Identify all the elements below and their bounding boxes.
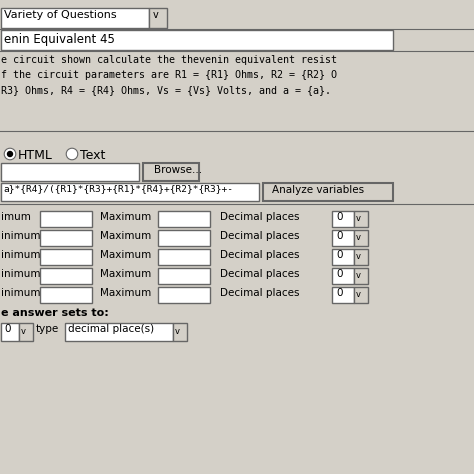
- Bar: [332, 249, 354, 265]
- Bar: [1, 30, 393, 50]
- Text: a}*{R4}/({R1}*{R3}+{R1}*{R4}+{R2}*{R3}+-: a}*{R4}/({R1}*{R3}+{R1}*{R4}+{R2}*{R3}+-: [3, 184, 233, 193]
- Text: R3} Ohms, R4 = {R4} Ohms, Vs = {Vs} Volts, and a = {a}.: R3} Ohms, R4 = {R4} Ohms, Vs = {Vs} Volt…: [1, 85, 331, 95]
- Text: Maximum: Maximum: [100, 231, 151, 241]
- Text: decimal place(s): decimal place(s): [68, 324, 154, 334]
- Bar: [1, 183, 259, 201]
- Text: Maximum: Maximum: [100, 212, 151, 222]
- Text: v: v: [356, 252, 361, 261]
- Text: v: v: [356, 290, 361, 299]
- Bar: [40, 268, 92, 284]
- Bar: [332, 268, 354, 284]
- Text: Maximum: Maximum: [100, 288, 151, 298]
- Bar: [158, 230, 210, 246]
- Text: e answer sets to:: e answer sets to:: [1, 308, 109, 318]
- Text: inimum: inimum: [1, 269, 40, 279]
- Bar: [1, 163, 139, 181]
- Text: e circuit shown calculate the thevenin equivalent resist: e circuit shown calculate the thevenin e…: [1, 55, 337, 65]
- Text: Decimal places: Decimal places: [220, 288, 300, 298]
- Text: imum: imum: [1, 212, 31, 222]
- Text: 0: 0: [336, 212, 343, 222]
- Text: enin Equivalent 45: enin Equivalent 45: [4, 33, 115, 46]
- Bar: [332, 230, 354, 246]
- Bar: [332, 211, 354, 227]
- Bar: [65, 323, 173, 341]
- Circle shape: [67, 149, 76, 158]
- Bar: [158, 249, 210, 265]
- Text: 0: 0: [336, 269, 343, 279]
- Text: inimum: inimum: [1, 250, 40, 260]
- Bar: [158, 211, 210, 227]
- Text: type: type: [36, 324, 59, 334]
- Text: 0: 0: [336, 250, 343, 260]
- Bar: [158, 268, 210, 284]
- Bar: [354, 287, 368, 303]
- Bar: [354, 268, 368, 284]
- Text: Decimal places: Decimal places: [220, 212, 300, 222]
- Text: v: v: [356, 271, 361, 280]
- Text: v: v: [356, 233, 361, 242]
- Text: inimum: inimum: [1, 231, 40, 241]
- Text: Text: Text: [80, 149, 105, 162]
- Bar: [332, 287, 354, 303]
- Bar: [1, 323, 19, 341]
- Text: Analyze variables: Analyze variables: [272, 185, 364, 195]
- Bar: [354, 249, 368, 265]
- Text: Browse...: Browse...: [154, 165, 202, 175]
- Text: v: v: [356, 214, 361, 223]
- Bar: [0, 52, 474, 130]
- Bar: [40, 230, 92, 246]
- Bar: [1, 8, 149, 28]
- Bar: [19, 323, 33, 341]
- Bar: [0, 132, 474, 150]
- Text: 0: 0: [4, 324, 10, 334]
- Text: f the circuit parameters are R1 = {R1} Ohms, R2 = {R2} O: f the circuit parameters are R1 = {R1} O…: [1, 70, 337, 80]
- Text: Decimal places: Decimal places: [220, 250, 300, 260]
- Bar: [354, 230, 368, 246]
- Circle shape: [6, 149, 15, 158]
- Text: Variety of Questions: Variety of Questions: [4, 10, 117, 20]
- Bar: [158, 287, 210, 303]
- Bar: [40, 287, 92, 303]
- Circle shape: [8, 152, 12, 156]
- Bar: [263, 183, 393, 201]
- Text: Decimal places: Decimal places: [220, 231, 300, 241]
- Text: v: v: [21, 327, 26, 336]
- Bar: [40, 211, 92, 227]
- Text: 0: 0: [336, 231, 343, 241]
- Text: inimum: inimum: [1, 288, 40, 298]
- Bar: [354, 211, 368, 227]
- Bar: [143, 163, 199, 181]
- Text: HTML: HTML: [18, 149, 53, 162]
- Text: Maximum: Maximum: [100, 269, 151, 279]
- Bar: [149, 8, 167, 28]
- Text: Decimal places: Decimal places: [220, 269, 300, 279]
- Text: v: v: [175, 327, 180, 336]
- Text: Maximum: Maximum: [100, 250, 151, 260]
- Bar: [40, 249, 92, 265]
- Bar: [0, 0, 474, 8]
- Text: 0: 0: [336, 288, 343, 298]
- Bar: [173, 323, 187, 341]
- Text: v: v: [153, 10, 159, 20]
